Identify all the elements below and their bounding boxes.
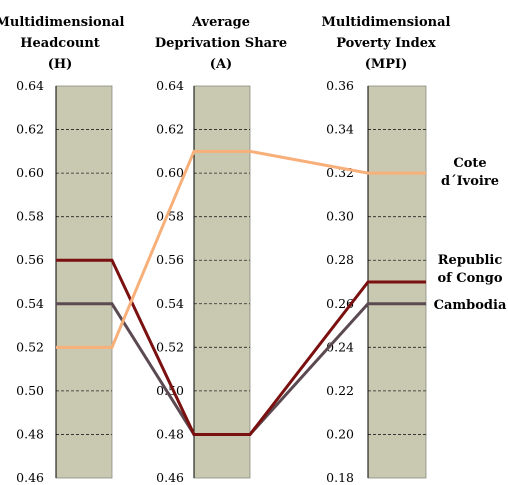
tick-label: 0.52	[16, 339, 44, 354]
tick-label: 0.22	[326, 383, 354, 398]
panel-title: Average	[191, 15, 250, 30]
panel-title: (MPI)	[365, 57, 408, 72]
tick-label: 0.28	[326, 252, 354, 267]
panel-3: 0.360.340.320.300.280.260.240.220.200.18…	[322, 15, 451, 485]
tick-label: 0.56	[156, 252, 184, 267]
panels-layer: 0.64 0.62 0.60 0.58 0.56 0.54 0.52 0.50 0.48 0.46…	[0, 15, 451, 485]
tick-label: 0.30	[326, 209, 354, 224]
country-label: Cote	[453, 156, 486, 171]
tick-label: 0.54	[16, 296, 44, 311]
panel-title: Multidimensional	[322, 15, 451, 30]
tick-label: 0.50	[16, 383, 44, 398]
tick-label: 0.36	[326, 78, 354, 93]
tick-label: 0.48	[156, 426, 184, 441]
tick-label: 0.58	[156, 209, 184, 224]
tick-label: 0.54	[156, 296, 184, 311]
panel-title: Poverty Index	[336, 36, 436, 51]
series-line	[56, 149, 426, 349]
tick-label: 0.46	[16, 470, 44, 485]
tick-label: 0.64	[16, 78, 44, 93]
country-label: Cambodia	[434, 298, 507, 313]
panel-title: Multidimensional	[0, 15, 125, 30]
tick-label: 0.20	[326, 426, 354, 441]
tick-label: 0.60	[156, 165, 184, 180]
country-label: Republic	[438, 253, 503, 268]
tick-label: 0.56	[16, 252, 44, 267]
tick-label: 0.18	[326, 470, 354, 485]
panel-title: (A)	[210, 57, 232, 72]
country-label: of Congo	[437, 271, 502, 286]
tick-label: 0.62	[16, 122, 44, 137]
panel-bar	[193, 85, 251, 479]
series-layer	[56, 149, 426, 436]
tick-label: 0.48	[16, 426, 44, 441]
tick-label: 0.60	[16, 165, 44, 180]
panel-bar	[55, 85, 113, 479]
tick-label: 0.46	[156, 470, 184, 485]
tick-label: 0.64	[156, 78, 184, 93]
country-label: d´Ivoire	[441, 174, 499, 189]
panel-title: (H)	[48, 57, 73, 72]
country-labels: Cote d´Ivoire Republic of Congo Cambodia	[434, 156, 507, 313]
tick-label: 0.52	[156, 339, 184, 354]
tick-label: 0.34	[326, 122, 354, 137]
tick-label: 0.58	[16, 209, 44, 224]
panel-title: Headcount	[20, 36, 100, 51]
panel-1: 0.64 0.62 0.60 0.58 0.56 0.54 0.52 0.50 0.48 0.46…	[0, 15, 125, 485]
series-line	[56, 258, 426, 436]
panel-title: Deprivation Share	[155, 36, 287, 51]
tick-label: 0.62	[156, 122, 184, 137]
